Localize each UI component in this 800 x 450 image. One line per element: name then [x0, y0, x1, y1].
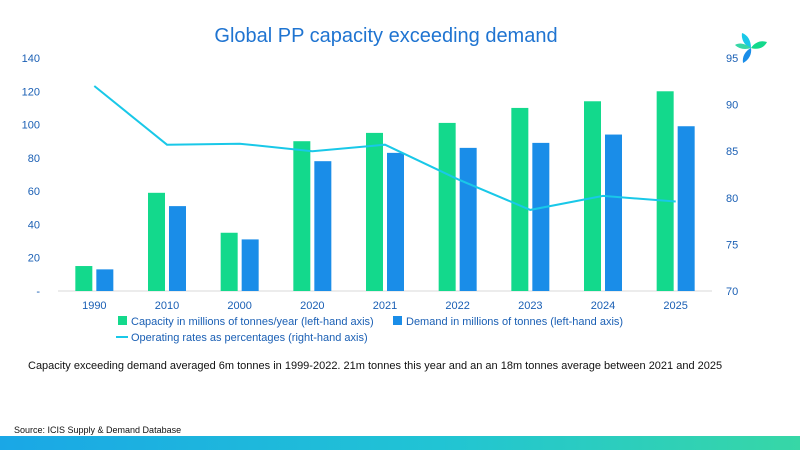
left-axis-tick-label: 140: [22, 53, 40, 65]
left-axis-tick-label: 80: [28, 153, 40, 165]
capacity-bar: [75, 266, 93, 291]
right-axis-tick-label: 90: [726, 100, 738, 112]
x-axis-tick-label: 2024: [591, 300, 615, 312]
capacity-bar: [511, 107, 529, 291]
capacity-bar: [656, 91, 674, 292]
x-axis-tick-label: 2000: [227, 300, 251, 312]
x-axis-tick-label: 2010: [155, 300, 179, 312]
x-axis-tick-label: 2020: [300, 300, 324, 312]
capacity-bar: [438, 122, 456, 292]
left-axis-tick-label: 20: [28, 253, 40, 265]
left-axis-tick-label: 100: [22, 120, 40, 132]
capacity-bar: [148, 192, 165, 291]
left-axis-tick-label: 40: [28, 219, 40, 231]
left-axis: - 20 40 60 80 100 120 140: [22, 53, 41, 298]
bar-series: [75, 91, 695, 292]
x-axis-tick-label: 2022: [445, 300, 469, 312]
capacity-bar: [293, 141, 311, 291]
demand-bar: [605, 134, 622, 291]
right-axis-tick-label: 70: [726, 286, 738, 298]
demand-bar: [387, 152, 404, 291]
legend-operating-rate-label: Operating rates as percentages (right-ha…: [131, 332, 368, 344]
demand-bar: [241, 239, 259, 291]
demand-bar: [96, 269, 114, 291]
demand-bar: [677, 126, 695, 291]
left-axis-tick-label: -: [36, 286, 40, 298]
capacity-bar: [220, 232, 238, 291]
capacity-bar: [584, 101, 601, 292]
legend: Capacity in millions of tonnes/year (lef…: [116, 316, 623, 344]
x-axis-tick-label: 2021: [373, 300, 397, 312]
legend-capacity-swatch: [118, 316, 127, 325]
left-axis-tick-label: 60: [28, 186, 40, 198]
bottom-gradient-bar: [0, 436, 800, 450]
legend-demand-label: Demand in millions of tonnes (left-hand …: [406, 316, 623, 328]
capacity-bar: [366, 132, 383, 291]
right-axis-tick-label: 75: [726, 239, 738, 251]
icis-leaf-logo-icon: [735, 33, 767, 63]
demand-bar: [532, 142, 550, 291]
right-axis: 70 75 80 85 90 95: [726, 53, 738, 298]
x-axis-tick-label: 1990: [82, 300, 106, 312]
right-axis-tick-label: 85: [726, 146, 738, 158]
chart-title: Global PP capacity exceeding demand: [214, 25, 557, 47]
legend-demand-swatch: [393, 316, 402, 325]
source-note: Source: ICIS Supply & Demand Database: [14, 425, 182, 435]
demand-bar: [459, 147, 477, 291]
line-series: [93, 85, 676, 211]
right-axis-tick-label: 95: [726, 53, 738, 65]
x-axis-labels: 1990 2010 2000 2020 2021 2022 2023 2024 2025: [82, 300, 688, 312]
x-axis-tick-label: 2025: [663, 300, 687, 312]
x-axis-tick-label: 2023: [518, 300, 542, 312]
left-axis-tick-label: 120: [22, 86, 40, 98]
right-axis-tick-label: 80: [726, 193, 738, 205]
legend-capacity-label: Capacity in millions of tonnes/year (lef…: [131, 316, 374, 328]
demand-bar: [314, 161, 332, 291]
pp-capacity-chart: Global PP capacity exceeding demand - 20 4…: [22, 25, 739, 344]
demand-bar: [169, 206, 186, 291]
operating-rate-line: [93, 85, 676, 211]
chart-caption: Capacity exceeding demand averaged 6m to…: [28, 360, 723, 372]
